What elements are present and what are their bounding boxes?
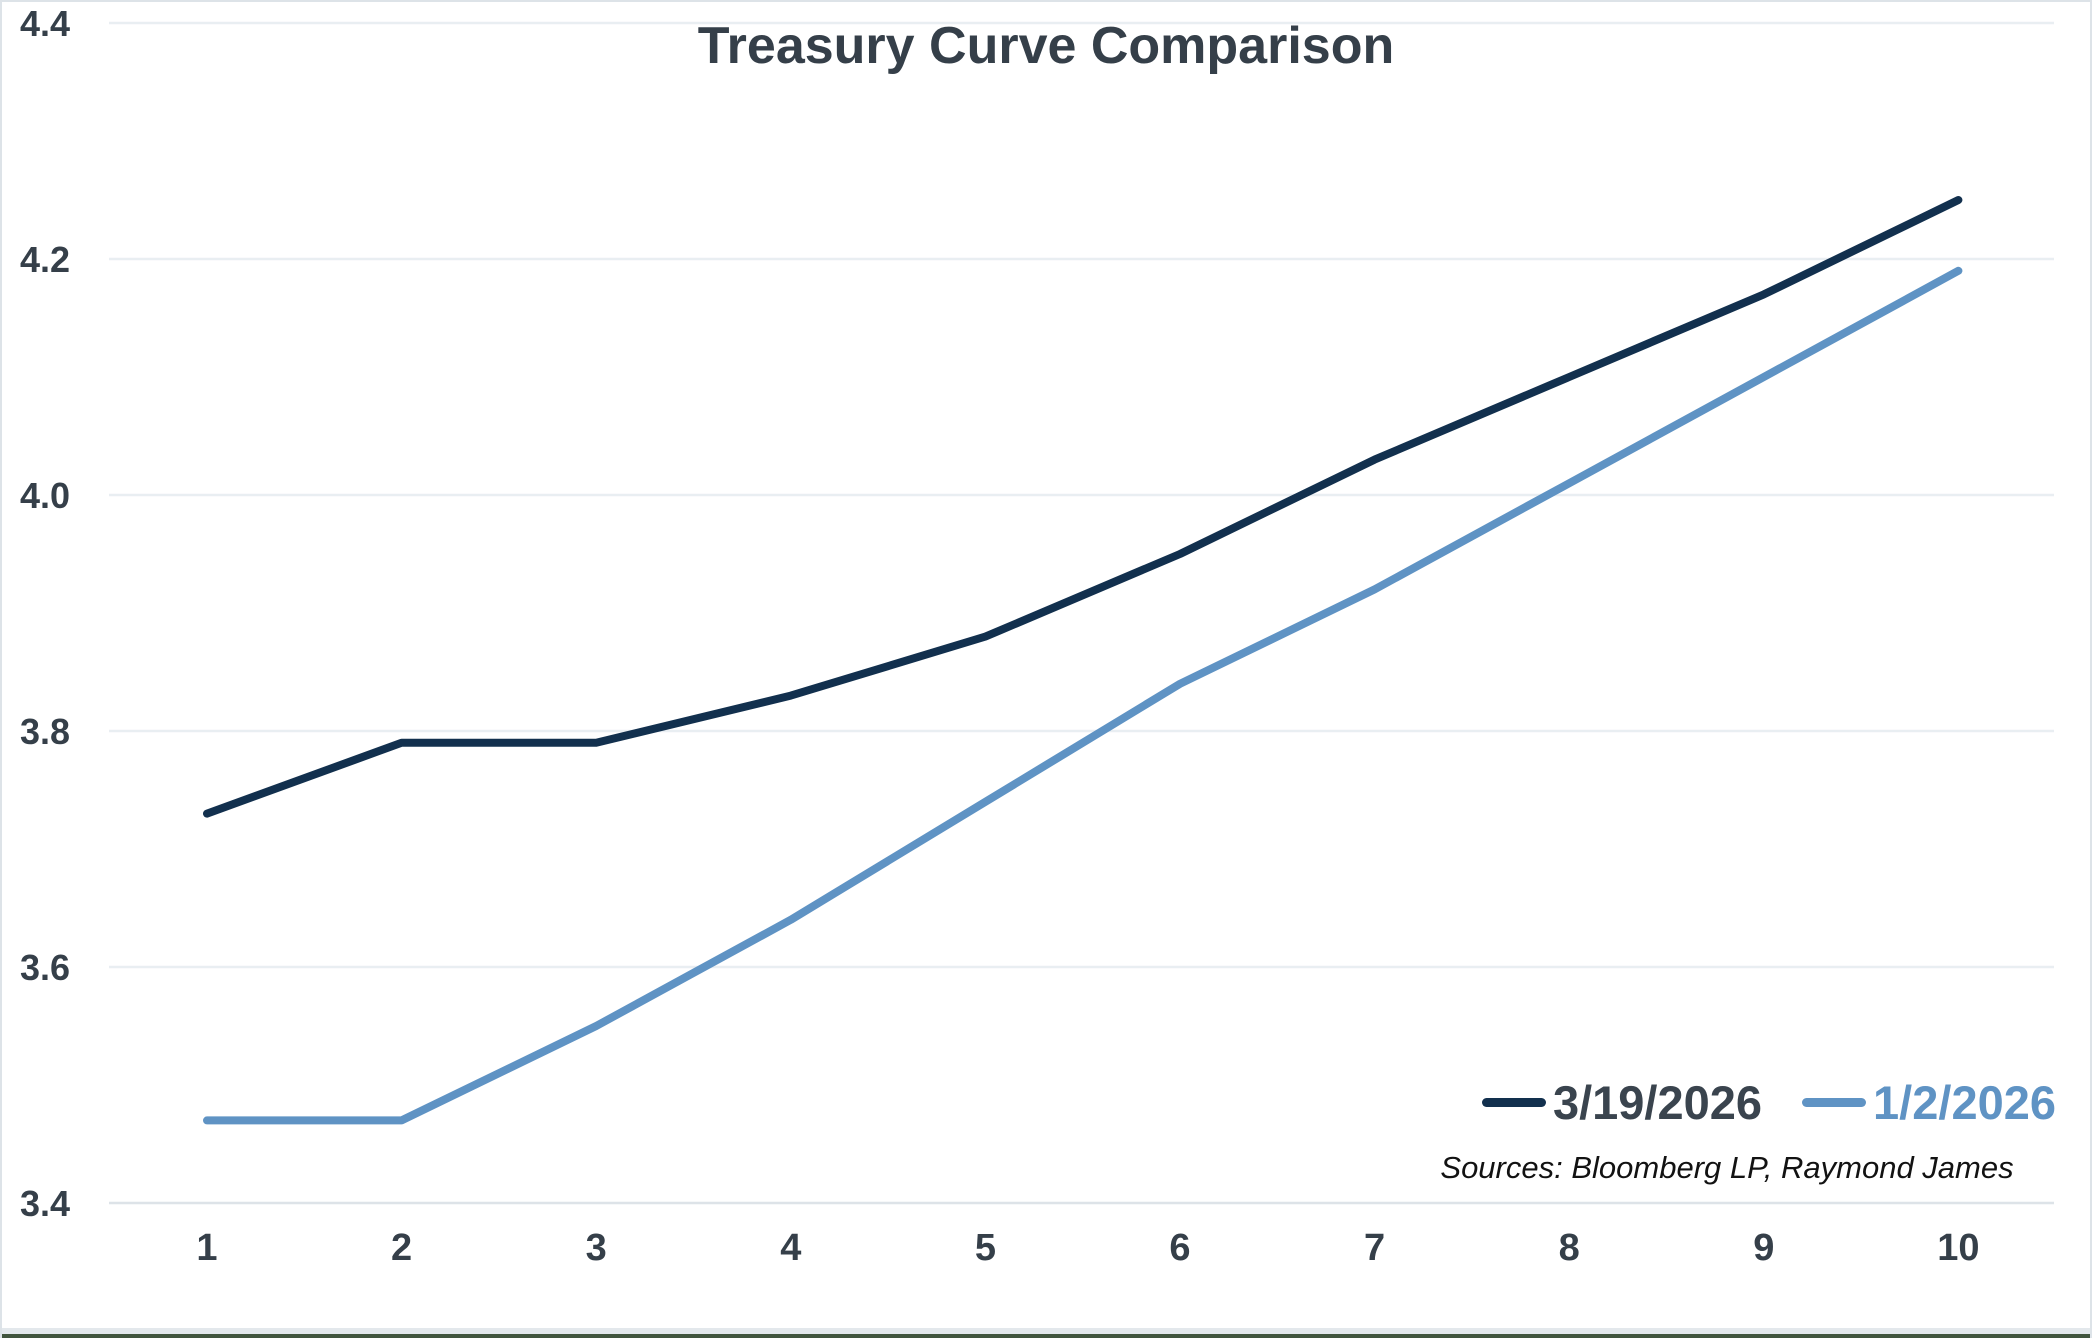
series-line-1 (203, 196, 1963, 818)
x-tick-label: 8 (1559, 1227, 1580, 1269)
y-tick-label: 3.6 (20, 947, 70, 988)
y-tick-label: 4.2 (20, 239, 70, 280)
x-tick-label: 7 (1364, 1227, 1385, 1269)
bottom-divider-green (2, 1334, 2090, 1338)
series2-legend-label: 1/2/2026 (1873, 1075, 2056, 1129)
x-tick-label: 1 (196, 1227, 217, 1269)
series2-line-swatch (1802, 1097, 1867, 1107)
series-line-2 (203, 266, 1963, 1125)
y-tick-label: 4.0 (20, 475, 70, 516)
legend-item-series2: 1/2/2026 (1802, 1075, 2056, 1130)
series1-legend-label: 3/19/2026 (1552, 1075, 1763, 1129)
x-tick-label: 3 (586, 1227, 607, 1269)
legend-item-series1: 3/19/2026 (1481, 1075, 1763, 1130)
x-tick-label: 2 (391, 1227, 412, 1269)
y-tick-label: 3.8 (20, 711, 70, 752)
x-tick-label: 5 (975, 1227, 996, 1269)
chart-title: Treasury Curve Comparison (697, 17, 1395, 75)
x-tick-label: 10 (1937, 1227, 1979, 1269)
source-note: Sources: Bloomberg LP, Raymond James (1440, 1150, 2014, 1185)
legend: 3/19/2026 1/2/2026 (1481, 1072, 2056, 1132)
y-tick-label: 3.4 (20, 1183, 70, 1224)
x-tick-label: 9 (1753, 1227, 1774, 1269)
x-tick-label: 6 (1169, 1227, 1190, 1269)
x-tick-label: 4 (780, 1227, 801, 1269)
y-tick-label: 4.4 (20, 3, 70, 44)
series1-line-swatch (1481, 1097, 1546, 1107)
bottom-divider-gray (2, 1328, 2090, 1334)
